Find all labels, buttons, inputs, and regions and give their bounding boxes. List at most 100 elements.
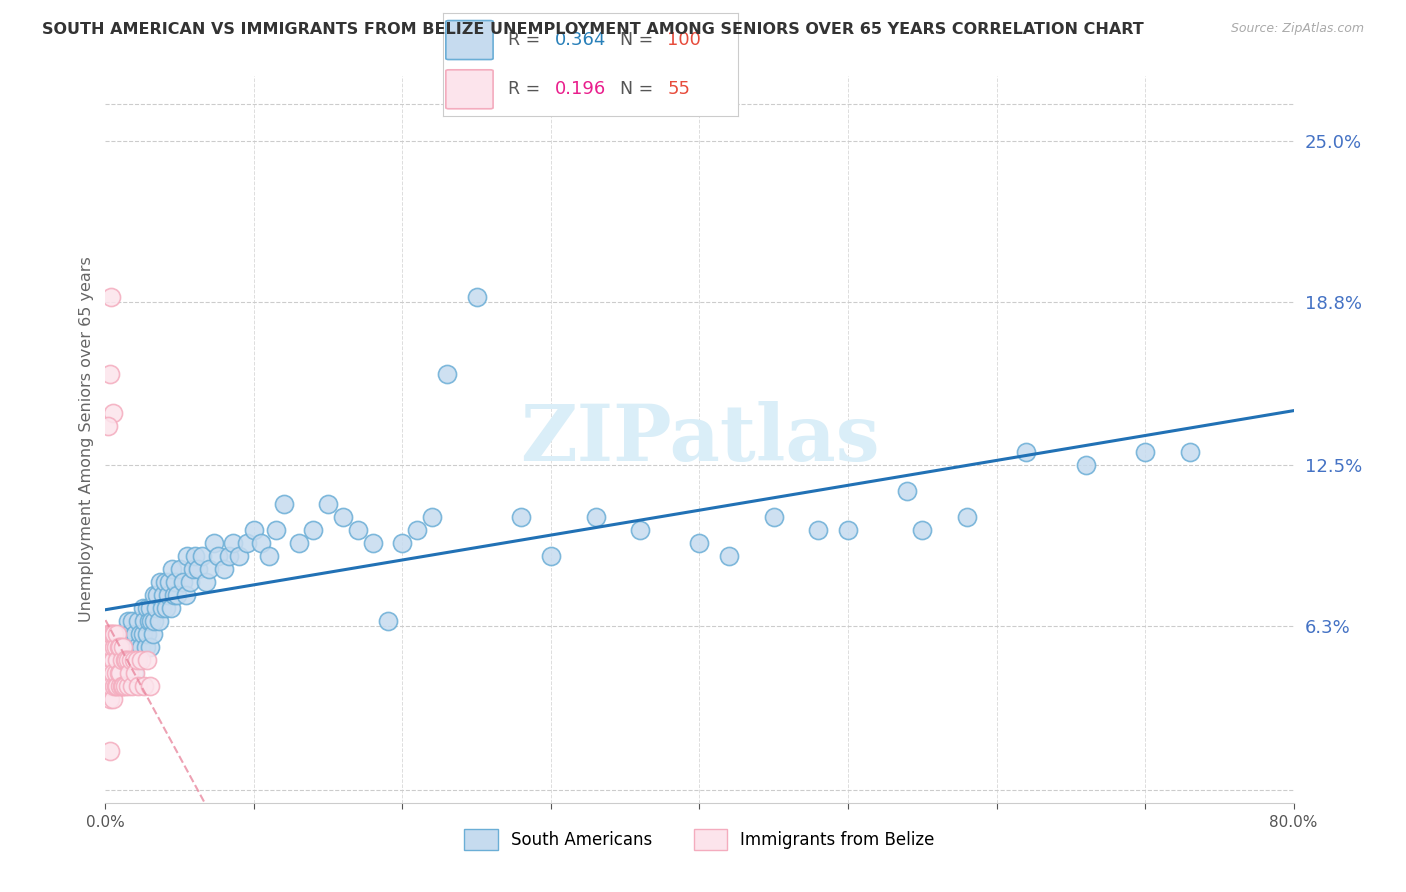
Point <box>361 536 384 550</box>
Text: SOUTH AMERICAN VS IMMIGRANTS FROM BELIZE UNEMPLOYMENT AMONG SENIORS OVER 65 YEAR: SOUTH AMERICAN VS IMMIGRANTS FROM BELIZE… <box>42 22 1144 37</box>
Point <box>540 549 562 563</box>
Text: N =: N = <box>620 80 654 98</box>
Point <box>465 289 488 303</box>
Point <box>125 653 148 667</box>
Point <box>98 653 121 667</box>
Point <box>152 588 174 602</box>
Point <box>436 368 458 382</box>
Point <box>149 575 172 590</box>
Point <box>131 601 153 615</box>
Point <box>115 665 138 680</box>
Point <box>100 289 122 303</box>
Point <box>243 523 266 537</box>
Point <box>98 692 121 706</box>
Point <box>156 588 179 602</box>
Point <box>143 588 166 602</box>
Point <box>105 653 128 667</box>
Point <box>302 523 325 537</box>
Point <box>98 744 121 758</box>
Point <box>139 679 162 693</box>
Point <box>911 523 934 537</box>
Point <box>120 653 142 667</box>
Point <box>105 679 128 693</box>
Point <box>112 679 135 693</box>
Point <box>207 549 229 563</box>
Point <box>128 627 150 641</box>
Point <box>718 549 741 563</box>
Point <box>162 562 184 576</box>
Point <box>169 562 191 576</box>
Point <box>114 679 136 693</box>
Text: ZIPatlas: ZIPatlas <box>520 401 879 477</box>
Point <box>135 640 157 654</box>
Point <box>101 692 124 706</box>
Point <box>228 549 250 563</box>
Point <box>111 653 134 667</box>
Point <box>122 653 145 667</box>
Point <box>136 627 159 641</box>
Point <box>1178 445 1201 459</box>
Point <box>257 549 280 563</box>
Legend: South Americans, Immigrants from Belize: South Americans, Immigrants from Belize <box>457 822 942 856</box>
Point <box>97 419 120 434</box>
Point <box>98 368 121 382</box>
Text: 100: 100 <box>668 31 702 49</box>
Point <box>103 679 125 693</box>
Point <box>136 653 159 667</box>
Point <box>762 510 785 524</box>
Point <box>155 601 177 615</box>
Point <box>179 575 201 590</box>
Point <box>332 510 354 524</box>
FancyBboxPatch shape <box>446 70 494 109</box>
Point <box>104 665 127 680</box>
Point <box>163 588 186 602</box>
Point <box>585 510 607 524</box>
Point <box>112 653 135 667</box>
Point <box>148 614 170 628</box>
Point <box>1015 445 1038 459</box>
Text: R =: R = <box>508 80 540 98</box>
Point <box>121 679 143 693</box>
Point <box>96 640 118 654</box>
Point <box>153 575 176 590</box>
Point <box>110 679 132 693</box>
Point <box>96 679 118 693</box>
Point <box>316 497 339 511</box>
Point <box>121 614 143 628</box>
Point <box>165 575 187 590</box>
Point <box>1074 458 1097 473</box>
Point <box>214 562 236 576</box>
Point <box>114 640 136 654</box>
Point <box>124 627 146 641</box>
Text: N =: N = <box>620 31 654 49</box>
Point <box>97 653 120 667</box>
Text: 0.196: 0.196 <box>555 80 606 98</box>
Point <box>117 653 139 667</box>
Point <box>127 614 149 628</box>
Point <box>108 640 131 654</box>
Point <box>100 679 122 693</box>
Point <box>218 549 240 563</box>
Point <box>198 562 221 576</box>
Point <box>101 627 124 641</box>
Point <box>172 575 194 590</box>
Point <box>181 562 204 576</box>
Point <box>138 614 160 628</box>
Point <box>105 640 128 654</box>
Point <box>132 614 155 628</box>
Point <box>139 601 162 615</box>
Point <box>143 614 166 628</box>
Point <box>117 640 139 654</box>
Point <box>510 510 533 524</box>
Point <box>406 523 429 537</box>
Point <box>118 627 141 641</box>
Point <box>101 653 124 667</box>
Text: Source: ZipAtlas.com: Source: ZipAtlas.com <box>1230 22 1364 36</box>
Point <box>98 627 121 641</box>
Point <box>129 640 152 654</box>
Point <box>956 510 979 524</box>
Point <box>104 640 127 654</box>
Point <box>110 640 132 654</box>
Point <box>104 679 127 693</box>
Point <box>118 665 141 680</box>
